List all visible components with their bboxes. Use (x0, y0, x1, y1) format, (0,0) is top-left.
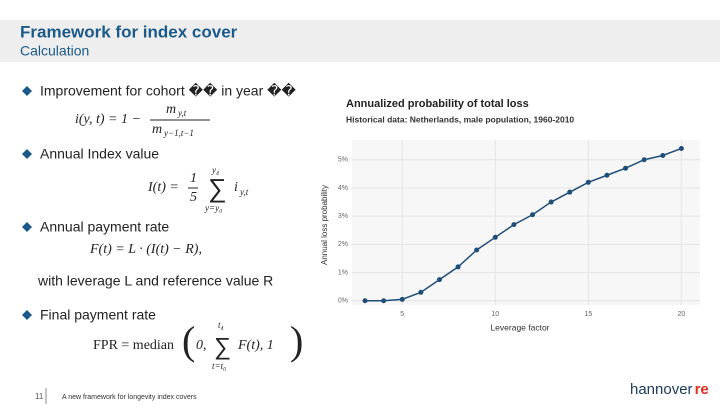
formula: y₄ (211, 165, 219, 175)
bullet-text: Improvement for cohort �� in year �� (40, 83, 296, 99)
data-point (678, 145, 684, 151)
y-tick-label: 4% (338, 185, 348, 192)
formula: i(y, t) = 1 − (75, 112, 141, 127)
formula: t=t₀ (212, 361, 226, 371)
data-point (381, 298, 387, 304)
title: Framework for index cover (20, 22, 238, 41)
y-tick-label: 2% (338, 241, 348, 248)
subtitle: Calculation (20, 43, 89, 59)
data-line (365, 147, 682, 302)
bullet-text: Annual Index value (40, 146, 159, 162)
formula: y=y₀ (204, 203, 222, 213)
y-tick-label: 0% (338, 298, 348, 305)
formula: 5 (190, 190, 197, 205)
bullets: Improvement for cohort �� in year �� i(y… (22, 83, 303, 371)
y-axis-label: Annual loss probability (320, 185, 329, 265)
bullet-text: Final payment rate (40, 307, 156, 323)
data-point (511, 222, 517, 228)
bullet-text: Annual payment rate (40, 219, 169, 235)
x-tick-label: 15 (584, 311, 592, 318)
y-tick-label: 1% (338, 269, 348, 276)
note: with leverage L and reference value R (37, 273, 273, 289)
data-point (585, 179, 591, 185)
data-point (660, 153, 666, 159)
x-tick-label: 5 (400, 311, 404, 318)
data-point (418, 289, 424, 295)
formula: 1 (190, 171, 197, 186)
formula: i (234, 180, 238, 195)
x-tick-label: 20 (677, 311, 685, 318)
y-tick-label: 5% (338, 157, 348, 164)
chart: Annualized probability of total loss His… (320, 98, 700, 332)
y-tick-label: 3% (338, 213, 348, 220)
x-tick-label: 10 (491, 311, 499, 318)
formula: F(t) = L · (I(t) − R), (89, 242, 202, 257)
formula: I(t) = (147, 180, 179, 195)
data-point (436, 277, 442, 283)
data-point (641, 157, 647, 163)
bullet-icon (22, 149, 32, 159)
data-point (567, 189, 573, 195)
formula: y,t (239, 187, 249, 197)
formula: m (166, 102, 176, 117)
plot-area (352, 140, 700, 305)
data-point (492, 234, 498, 240)
data-point (362, 298, 368, 304)
chart-title: Annualized probability of total loss (346, 98, 529, 110)
bullet-icon (22, 86, 32, 96)
formula: y−1,t−1 (163, 128, 194, 138)
formula: ∑ (214, 333, 231, 360)
formula: ∑ (208, 173, 227, 203)
header-band (0, 20, 720, 62)
data-point (399, 296, 405, 302)
page-number: 11 (35, 392, 44, 401)
formula: ( (182, 318, 195, 363)
formula: FPR = median (93, 338, 174, 353)
x-axis-label: Leverage factor (490, 322, 549, 332)
data-point (455, 264, 461, 270)
formula: 0, (196, 338, 207, 353)
formula: m (152, 122, 162, 137)
data-point (530, 212, 536, 218)
logo: hannover re (630, 381, 709, 398)
formula: t₄ (218, 320, 224, 330)
chart-subtitle: Historical data: Netherlands, male popul… (346, 114, 574, 124)
formula: ) (290, 318, 303, 363)
formula: F(t), 1 (237, 338, 274, 353)
data-point (604, 172, 610, 178)
data-point (548, 199, 554, 205)
bullet-icon (22, 310, 32, 320)
bullet-icon (22, 222, 32, 232)
data-point (623, 165, 629, 171)
formula: y,t (177, 108, 187, 118)
footer-text: A new framework for longevity index cove… (62, 394, 197, 401)
data-point (474, 247, 480, 253)
